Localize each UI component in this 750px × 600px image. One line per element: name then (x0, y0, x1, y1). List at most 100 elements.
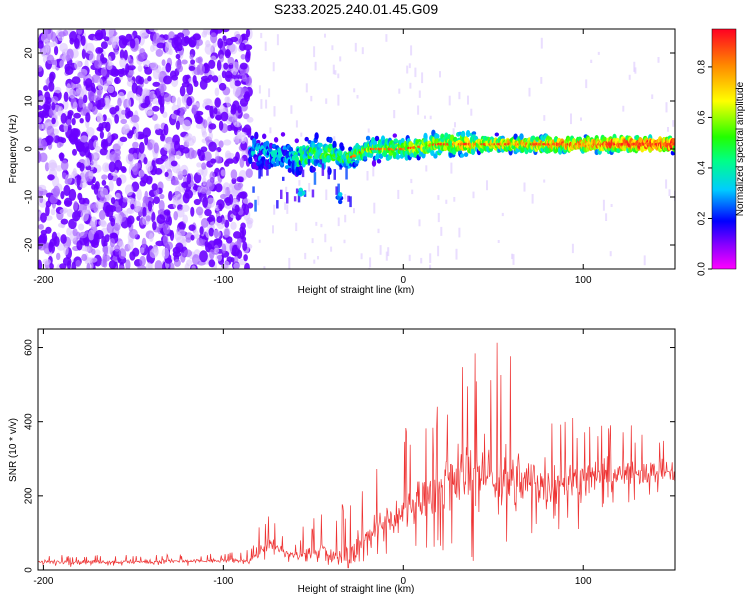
noise-cell (224, 96, 230, 104)
faint-cell (257, 196, 260, 206)
noise-cell (208, 123, 217, 130)
noise-cell (121, 125, 130, 134)
noise-cell (125, 259, 131, 269)
signal-cell (288, 146, 294, 153)
noise-cell (199, 226, 204, 235)
faint-cell (290, 105, 293, 114)
faint-cell (325, 189, 328, 200)
noise-cell (152, 221, 157, 231)
noise-cell (43, 100, 51, 110)
faint-cell (406, 65, 409, 74)
noise-cell (152, 68, 160, 80)
noise-cell (119, 136, 128, 142)
noise-cell (66, 83, 71, 94)
noise-cell (225, 236, 233, 244)
noise-cell (75, 87, 84, 98)
noise-cell (193, 198, 201, 206)
noise-cell (218, 120, 224, 131)
noise-cell (197, 186, 202, 193)
snr-y-tick-label: 400 (24, 413, 35, 430)
noise-cell (225, 158, 235, 164)
faint-cell (628, 74, 631, 80)
noise-cell (175, 53, 181, 60)
noise-cell (170, 180, 180, 186)
faint-cell (324, 233, 327, 243)
faint-cell (295, 222, 298, 232)
noise-cell (172, 114, 178, 120)
noise-cell (56, 141, 62, 148)
noise-cell (196, 64, 201, 76)
noise-cell (214, 29, 223, 34)
noise-cell (149, 248, 159, 259)
faint-cell (398, 88, 401, 94)
noise-cell (234, 33, 243, 45)
noise-cell (71, 261, 77, 269)
faint-cell (344, 194, 347, 200)
noise-cell (232, 156, 239, 164)
tail-cell (301, 169, 305, 178)
faint-cell (409, 82, 412, 89)
colorbar: 0.0 0.2 0.4 0.6 0.8 Normalized spectral ampl… (697, 28, 746, 276)
faint-cell (470, 108, 473, 116)
noise-cell (164, 42, 172, 55)
noise-cell (240, 222, 246, 230)
faint-cell (420, 257, 423, 264)
noise-cell (181, 59, 188, 65)
faint-cell (414, 67, 417, 78)
noise-cell (230, 169, 238, 180)
faint-cell (657, 57, 660, 63)
noise-cell (46, 54, 55, 65)
signal-cell (355, 159, 360, 164)
noise-cell (45, 215, 53, 221)
faint-cell (486, 180, 488, 191)
faint-cell (387, 247, 390, 257)
noise-cell (88, 257, 98, 263)
noise-cell (114, 114, 119, 124)
noise-cell (56, 252, 61, 261)
faint-cell (273, 106, 276, 117)
spectrogram-x-label: Height of straight line (km) (298, 285, 415, 296)
faint-cell (622, 105, 625, 112)
noise-cell (173, 211, 178, 221)
faint-cell (286, 204, 289, 214)
noise-cell (60, 159, 69, 171)
noise-cell (60, 113, 67, 124)
noise-cell (239, 157, 245, 168)
noise-cell (104, 95, 110, 107)
noise-cell (165, 62, 172, 73)
noise-cell (147, 142, 153, 151)
noise-cell (73, 112, 81, 119)
noise-cell (121, 109, 126, 115)
noise-cell (138, 76, 145, 85)
noise-cell (86, 262, 91, 269)
noise-cell (93, 254, 102, 267)
noise-cell (79, 235, 88, 246)
noise-cell (132, 152, 138, 160)
faint-cell (373, 202, 376, 214)
noise-cell (88, 102, 93, 111)
signal-cell (460, 130, 466, 138)
noise-cell (184, 189, 194, 199)
noise-cell (242, 198, 251, 205)
noise-cell (152, 105, 160, 112)
noise-cell (142, 127, 151, 138)
faint-cell (369, 257, 372, 268)
signal-cell (262, 133, 267, 140)
signal-cell (318, 142, 323, 148)
noise-cell (74, 60, 82, 70)
noise-cell (132, 141, 139, 149)
noise-cell (239, 62, 248, 70)
noise-cell (53, 86, 62, 94)
faint-cell (273, 204, 276, 215)
noise-cell (107, 85, 115, 94)
noise-cell (147, 75, 152, 82)
noise-cell (150, 61, 158, 69)
noise-cell (230, 257, 235, 263)
noise-cell (189, 54, 194, 60)
noise-cell (232, 114, 237, 126)
colorbar-tick-label: 0.6 (697, 110, 708, 124)
noise-cell (205, 179, 215, 191)
spectrogram-x-ticks: -200 -100 0 100 (33, 29, 592, 286)
noise-cell (141, 52, 148, 60)
faint-cell (437, 245, 440, 257)
